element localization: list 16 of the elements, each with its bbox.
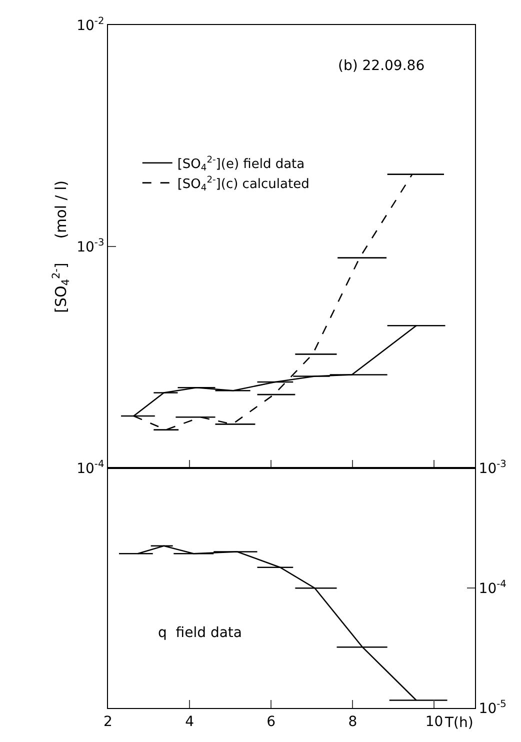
annotation: q field data	[158, 625, 242, 641]
y2-tick-label: 10$^{-5}$	[478, 699, 506, 717]
x-tick-label: 2	[104, 714, 112, 730]
legend-label: [SO$_{4}$$^{2-}$](e) field data	[177, 156, 305, 174]
annotation: (b) 22.09.86	[338, 58, 425, 74]
x-tick-label: 4	[185, 714, 194, 730]
y-tick-label: 10$^{-2}$	[76, 16, 104, 34]
x-tick-label: 6	[266, 714, 276, 730]
y2-tick-label: 10$^{-3}$	[478, 459, 506, 478]
x-tick-label: 8	[348, 714, 358, 730]
y2-tick-label: 10$^{-4}$	[478, 579, 506, 598]
y-tick-label: 10$^{-3}$	[76, 238, 104, 256]
y-tick-label: 10$^{-4}$	[76, 459, 104, 478]
x-axis-title: T(h)	[444, 715, 474, 731]
legend-label: [SO$_{4}$$^{2-}$](c) calculated	[177, 175, 310, 194]
x-tick-label: 10	[425, 714, 444, 730]
